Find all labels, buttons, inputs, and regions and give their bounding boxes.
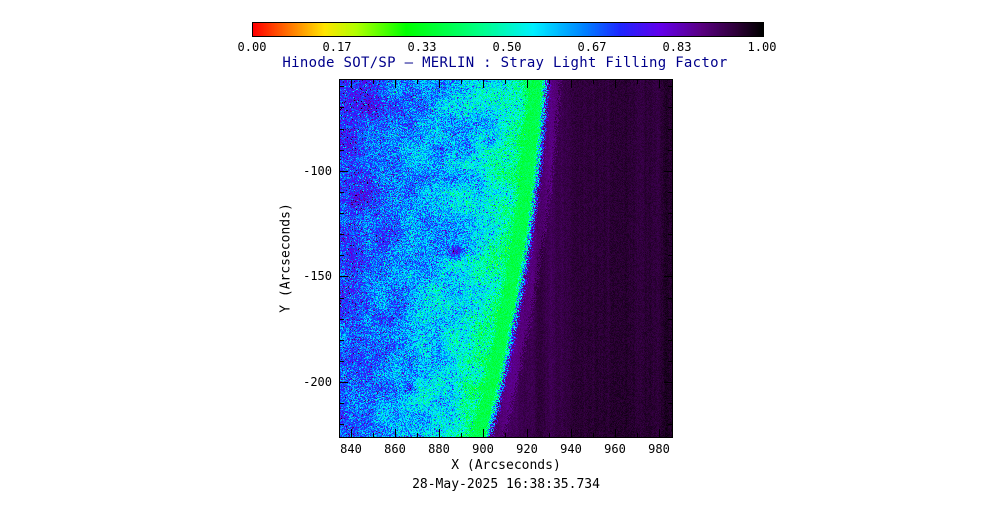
y-tick: -150 (303, 269, 332, 283)
x-tick: 900 (472, 442, 494, 456)
x-tick: 880 (428, 442, 450, 456)
heatmap-canvas (340, 80, 672, 437)
y-axis-label: Y (Arcseconds) (278, 203, 294, 313)
colorbar-tick: 1.00 (747, 40, 777, 54)
x-axis-label: X (Arcseconds) (451, 458, 561, 473)
y-tick: -200 (303, 375, 332, 389)
x-tick: 940 (560, 442, 582, 456)
x-tick: 960 (604, 442, 626, 456)
colorbar-tick: 0.83 (662, 40, 692, 54)
colorbar-tick: 0.00 (237, 40, 267, 54)
colorbar-gradient (252, 22, 764, 37)
x-tick: 840 (340, 442, 362, 456)
colorbar-tick: 0.50 (492, 40, 522, 54)
heatmap-frame (339, 79, 673, 438)
plot-title: Hinode SOT/SP — MERLIN : Stray Light Fil… (282, 55, 728, 71)
colorbar-tick: 0.67 (577, 40, 607, 54)
x-tick: 860 (384, 442, 406, 456)
x-tick: 980 (648, 442, 670, 456)
colorbar-tick: 0.17 (322, 40, 352, 54)
colorbar-tick: 0.33 (407, 40, 437, 54)
y-tick: -100 (303, 164, 332, 178)
timestamp-caption: 28-May-2025 16:38:35.734 (412, 477, 600, 492)
x-tick: 920 (516, 442, 538, 456)
